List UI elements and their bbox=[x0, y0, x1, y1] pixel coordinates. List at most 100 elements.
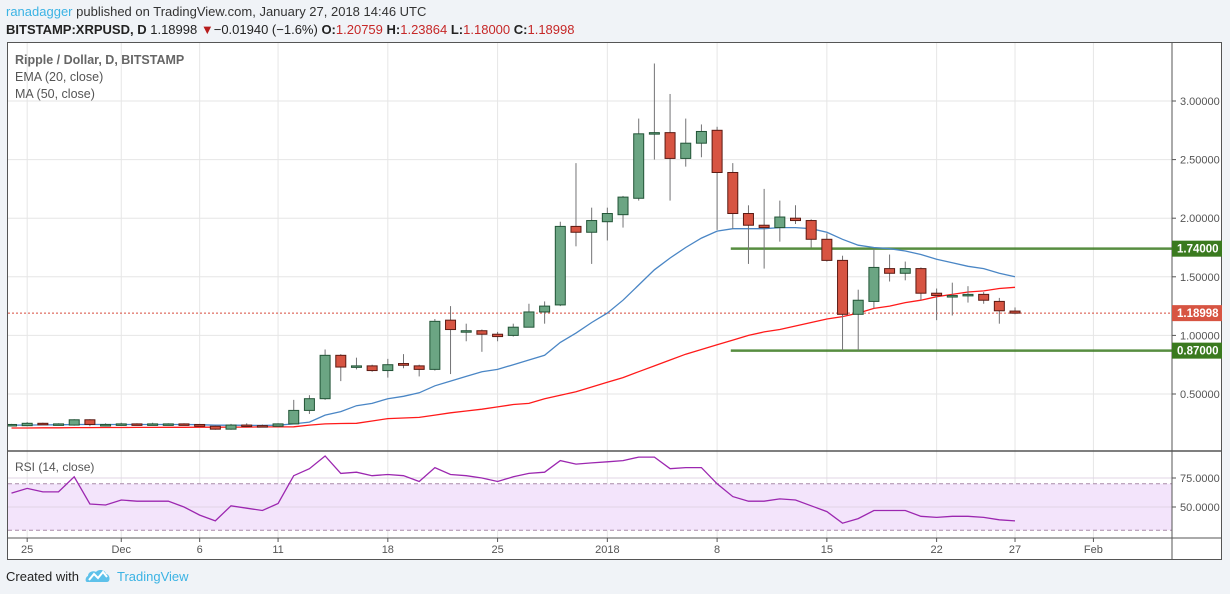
candle bbox=[570, 163, 582, 247]
candle-body bbox=[256, 425, 268, 428]
legend-ma[interactable]: MA (50, close) bbox=[15, 87, 95, 101]
candle-body bbox=[319, 354, 331, 400]
candle bbox=[476, 329, 488, 352]
candle-body bbox=[53, 423, 65, 426]
candle bbox=[256, 424, 268, 428]
candle bbox=[884, 254, 896, 282]
candle bbox=[507, 323, 519, 337]
candle-body bbox=[680, 142, 692, 159]
rsi-y-tick-label: 50.0000 bbox=[1180, 502, 1220, 514]
candle bbox=[758, 188, 770, 269]
candle bbox=[288, 399, 300, 425]
candle bbox=[962, 286, 974, 303]
candle bbox=[162, 423, 174, 426]
candle-body bbox=[821, 238, 833, 261]
candle-body bbox=[884, 268, 896, 274]
candle bbox=[209, 425, 221, 430]
candle-body bbox=[382, 364, 394, 372]
candle-body bbox=[837, 259, 849, 315]
candle-body bbox=[931, 292, 943, 297]
candle-body bbox=[601, 213, 613, 223]
x-tick-label: 15 bbox=[821, 544, 833, 556]
candle bbox=[178, 423, 190, 426]
candle bbox=[742, 205, 754, 264]
candle-body bbox=[272, 423, 284, 427]
candle bbox=[837, 255, 849, 351]
candle-body bbox=[21, 422, 33, 427]
y-tick-label: 0.50000 bbox=[1180, 389, 1220, 401]
candle bbox=[790, 205, 801, 225]
candle bbox=[946, 282, 958, 316]
candle bbox=[554, 221, 566, 307]
ma50-line bbox=[11, 286, 1016, 429]
last-price-label-bg bbox=[1172, 305, 1222, 322]
candle-body bbox=[805, 220, 817, 240]
close-value: 1.18998 bbox=[527, 22, 575, 37]
created-with: Created with bbox=[6, 568, 79, 584]
candle bbox=[868, 248, 880, 309]
candle bbox=[131, 423, 143, 426]
candle bbox=[8, 423, 17, 427]
legend-ema[interactable]: EMA (20, close) bbox=[15, 70, 104, 84]
candle bbox=[633, 118, 645, 201]
candle bbox=[147, 422, 159, 426]
candle-body bbox=[209, 425, 221, 430]
open-value: 1.20759 bbox=[335, 22, 383, 37]
candle-body bbox=[335, 354, 347, 368]
author-link[interactable]: ranadagger bbox=[6, 4, 73, 19]
tradingview-link[interactable]: TradingView bbox=[116, 568, 189, 584]
candle bbox=[319, 349, 331, 400]
candle bbox=[617, 195, 629, 228]
candle-body bbox=[303, 398, 315, 411]
candle-body bbox=[946, 295, 958, 298]
chart-frame[interactable] bbox=[7, 42, 1222, 560]
candle bbox=[821, 233, 833, 262]
legend-title: Ripple / Dollar, D, BITSTAMP bbox=[15, 53, 185, 67]
footer: Created with TradingView bbox=[6, 568, 189, 584]
candle-body bbox=[915, 268, 927, 294]
x-tick-label: 22 bbox=[930, 544, 942, 556]
candle-body bbox=[366, 365, 378, 372]
close-label: C: bbox=[513, 22, 528, 37]
candle-body bbox=[962, 293, 974, 297]
candle-body bbox=[288, 409, 300, 425]
level-price-label: 0.87000 bbox=[1177, 346, 1219, 358]
publish-text: published on TradingView.com, January 27… bbox=[76, 4, 427, 19]
main-pane bbox=[8, 63, 1172, 430]
candle bbox=[539, 301, 551, 324]
candle bbox=[272, 423, 284, 427]
y-tick-label: 1.00000 bbox=[1180, 330, 1220, 342]
candle bbox=[852, 289, 864, 351]
candle bbox=[413, 364, 425, 377]
candle-body bbox=[131, 423, 143, 426]
candle bbox=[241, 423, 253, 428]
candle-body bbox=[899, 268, 911, 274]
candle-body bbox=[727, 171, 739, 215]
y-tick-label: 2.00000 bbox=[1180, 213, 1220, 225]
candle bbox=[37, 422, 49, 426]
candle-body bbox=[398, 363, 409, 366]
candle bbox=[194, 423, 206, 427]
candle-body bbox=[554, 225, 566, 306]
candle bbox=[398, 354, 409, 369]
candle-body bbox=[852, 299, 864, 315]
chart-legend: Ripple / Dollar, D, BITSTAMP EMA (20, cl… bbox=[15, 52, 184, 103]
candle-body bbox=[617, 196, 629, 216]
last-price: 1.18998 bbox=[150, 22, 198, 37]
candle-body bbox=[648, 132, 660, 135]
candle bbox=[460, 323, 472, 342]
candle-body bbox=[664, 132, 676, 159]
rsi-line bbox=[11, 455, 1016, 524]
candle bbox=[84, 419, 96, 427]
x-tick-label: 27 bbox=[1009, 544, 1021, 556]
rsi-legend[interactable]: RSI (14, close) bbox=[15, 460, 95, 474]
candle bbox=[680, 118, 692, 167]
candle-body bbox=[429, 320, 441, 370]
low-label: L: bbox=[450, 22, 464, 37]
candle-body bbox=[1009, 310, 1021, 314]
last-price-label: 1.18998 bbox=[1177, 308, 1219, 320]
candle bbox=[335, 354, 347, 382]
candle bbox=[382, 358, 394, 378]
candle bbox=[303, 395, 315, 414]
